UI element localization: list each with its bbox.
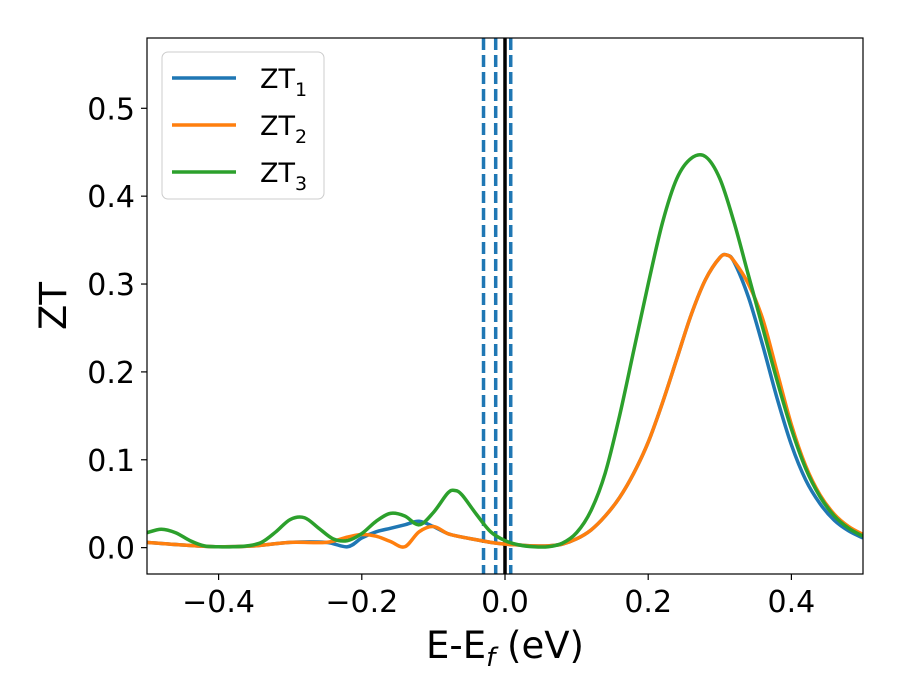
y-axis-label: ZT [32, 282, 75, 330]
x-tick-label: 0.4 [768, 585, 816, 620]
x-tick-label: 0.0 [481, 585, 529, 620]
y-tick-label: 0.3 [87, 268, 135, 303]
legend-box [161, 51, 325, 200]
y-tick-label: 0.4 [87, 180, 135, 215]
x-tick-label: −0.4 [182, 585, 255, 620]
reference-lines [481, 38, 513, 574]
x-axis: −0.4 −0.2 0.0 0.2 0.4 [182, 574, 815, 620]
y-tick-label: 0.0 [87, 532, 135, 567]
legend-label-zt1: ZT1 [260, 64, 307, 101]
y-tick-label: 0.1 [87, 444, 135, 479]
x-axis-label: E-Ef (eV) [426, 624, 584, 673]
y-tick-label: 0.2 [87, 356, 135, 391]
x-tick-label: −0.2 [325, 585, 398, 620]
y-tick-label: 0.5 [87, 92, 135, 127]
x-tick-label: 0.2 [624, 585, 672, 620]
legend: ZT1 ZT2 ZT3 [161, 51, 325, 200]
y-axis: 0.0 0.1 0.2 0.3 0.4 0.5 [87, 92, 147, 567]
series-layer [147, 152, 863, 549]
legend-label-zt2: ZT2 [260, 111, 307, 148]
legend-label-zt3: ZT3 [260, 158, 307, 195]
series-line-zt3 [147, 152, 863, 549]
